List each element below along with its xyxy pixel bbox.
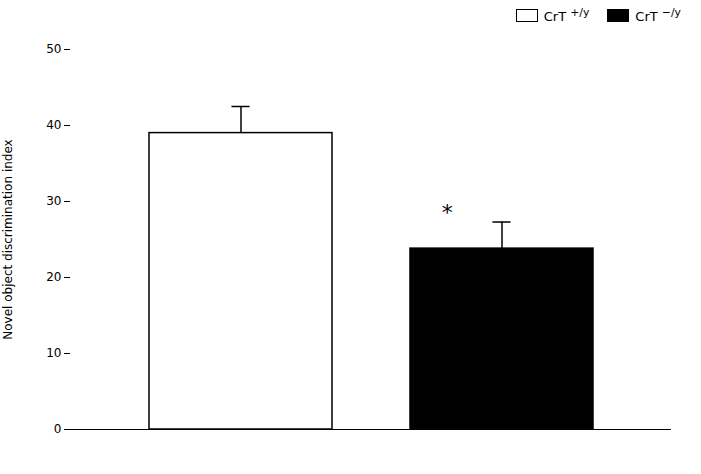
svg-text:20: 20 (46, 271, 61, 285)
svg-text:Novel object discrimination in: Novel object discrimination index (1, 140, 15, 340)
svg-text:*: * (442, 200, 453, 225)
svg-text:40: 40 (46, 119, 61, 133)
svg-text:0: 0 (54, 423, 62, 437)
html-text:CrT+/y: CrT+/y (543, 6, 590, 25)
svg-text:50: 50 (46, 43, 61, 57)
svg-text:30: 30 (46, 195, 61, 209)
html-text:CrT−/y: CrT−/y (635, 6, 681, 25)
svg-text:10: 10 (46, 347, 61, 361)
